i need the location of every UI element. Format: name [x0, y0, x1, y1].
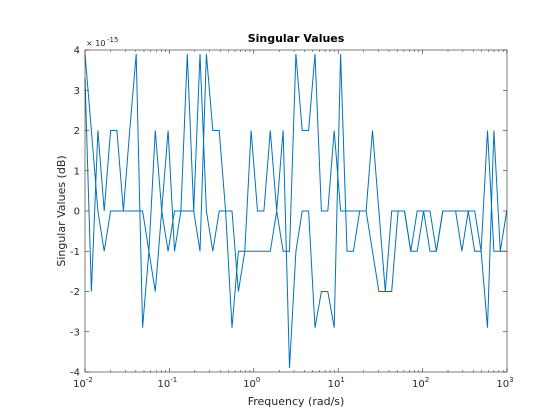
- x-tick-label: 100: [243, 376, 260, 390]
- series-group: [84, 53, 508, 369]
- y-tick-label: -2: [70, 287, 80, 298]
- y-tick-label: 4: [74, 46, 80, 57]
- x-tick-label: 102: [412, 376, 429, 390]
- tick-labels: 10-2 10-1 100 101 102 103 -4 -3 -2 -1 0 1 2 3 4: [70, 46, 514, 391]
- x-tick-label: 10-2: [73, 376, 93, 390]
- y-axis-label: Singular Values (dB): [55, 155, 68, 266]
- y-tick-label: 0: [74, 207, 80, 218]
- y-tick-label: -1: [70, 247, 80, 258]
- series-line-2: [84, 53, 508, 369]
- y-tick-label: -3: [70, 327, 80, 338]
- y-exponent: × 10 -15: [86, 36, 118, 48]
- y-tick-label: 3: [74, 86, 80, 97]
- x-axis-label: Frequency (rad/s): [248, 395, 345, 408]
- plot-area: [85, 50, 507, 372]
- chart-title: Singular Values: [248, 32, 345, 45]
- y-tick-label: 1: [74, 166, 80, 177]
- x-tick-label: 101: [328, 376, 345, 390]
- y-tick-label: -4: [70, 368, 80, 379]
- axes-box: [84, 49, 508, 373]
- y-tick-label: 2: [74, 126, 80, 137]
- y-exponent-base: × 10: [86, 39, 105, 48]
- x-tick-label: 10-1: [158, 376, 178, 390]
- y-exponent-power: -15: [107, 36, 118, 44]
- axis-ticks: [84, 49, 508, 373]
- x-tick-label: 103: [496, 376, 513, 390]
